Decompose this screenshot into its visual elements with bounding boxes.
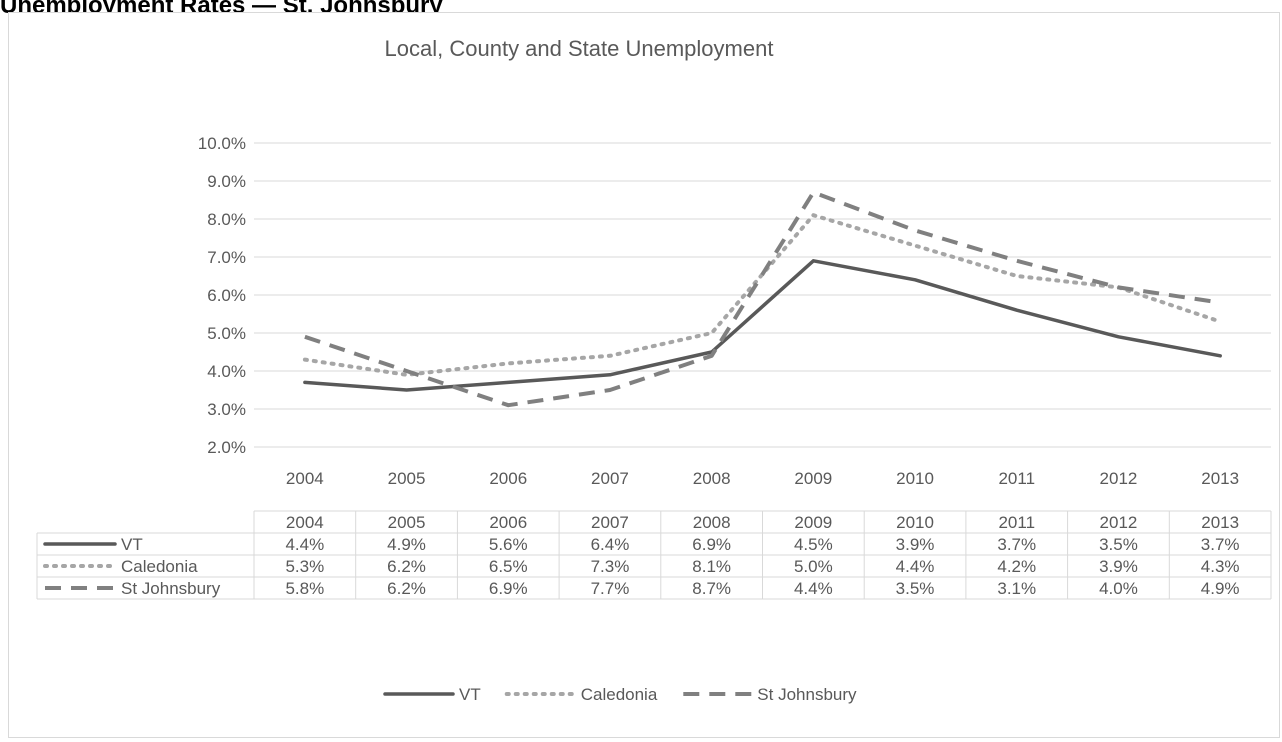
legend: VT Caledonia St Johnsbury — [383, 685, 857, 704]
x-tick-label: 2005 — [388, 469, 426, 488]
legend-label: St Johnsbury — [757, 685, 857, 704]
page-heading: Unemployment Rates — St. Johnsbury — [0, 0, 443, 14]
table-cell: 4.3% — [1201, 557, 1240, 576]
table-row-label: VT — [121, 535, 143, 554]
series-lines — [302, 190, 1223, 408]
data-table: 2004 2005 2006 2007 2008 2009 2010 2011 2012 2013… — [36, 510, 1272, 600]
table-header-cell: 2005 — [388, 513, 426, 532]
table-header-cell: 2004 — [286, 513, 324, 532]
table-cell: 6.4% — [591, 535, 630, 554]
table-row-label: Caledonia — [121, 557, 198, 576]
table-cell: 6.9% — [692, 535, 731, 554]
table-cell: 6.5% — [489, 557, 528, 576]
x-tick-label: 2012 — [1100, 469, 1138, 488]
table-cell: 4.0% — [1099, 579, 1138, 598]
table-cell: 4.4% — [794, 579, 833, 598]
gridlines — [254, 142, 1271, 448]
table-header-cell: 2008 — [693, 513, 731, 532]
y-tick-label: 5.0% — [207, 324, 246, 343]
table-header-cell: 2010 — [896, 513, 934, 532]
table-header-cell: 2012 — [1100, 513, 1138, 532]
y-tick-label: 10.0% — [198, 134, 246, 153]
x-tick-label: 2010 — [896, 469, 934, 488]
table-cell: 6.9% — [489, 579, 528, 598]
x-tick-label: 2011 — [998, 469, 1035, 488]
table-row-label: St Johnsbury — [121, 579, 221, 598]
table-cell: 3.5% — [1099, 535, 1138, 554]
x-tick-label: 2008 — [693, 469, 731, 488]
y-tick-label: 9.0% — [207, 172, 246, 191]
chart-canvas: Local, County and State Unemployment 2.0… — [36, 36, 1272, 704]
series-line — [304, 190, 1221, 408]
x-tick-label: 2004 — [286, 469, 324, 488]
table-cell: 7.3% — [591, 557, 630, 576]
table-cell: 4.4% — [285, 535, 324, 554]
y-tick-label: 3.0% — [207, 400, 246, 419]
table-cell: 5.0% — [794, 557, 833, 576]
y-axis-tick-labels: 2.0% 3.0% 4.0% 5.0% 6.0% 7.0% 8.0% 9.0% 10.0% — [198, 134, 246, 457]
table-header-cell: 2009 — [794, 513, 832, 532]
table-cell: 3.1% — [997, 579, 1036, 598]
table-cell: 3.9% — [896, 535, 935, 554]
x-tick-label: 2013 — [1201, 469, 1239, 488]
table-cell: 4.5% — [794, 535, 833, 554]
chart-title: Local, County and State Unemployment — [385, 36, 774, 61]
y-tick-label: 4.0% — [207, 362, 246, 381]
legend-label: Caledonia — [581, 685, 658, 704]
table-cell: 8.7% — [692, 579, 731, 598]
x-tick-label: 2006 — [489, 469, 527, 488]
table-cell: 3.9% — [1099, 557, 1138, 576]
table-header-cell: 2006 — [489, 513, 527, 532]
x-tick-label: 2009 — [794, 469, 832, 488]
table-header-cell: 2011 — [998, 513, 1035, 532]
table-header-cell: 2013 — [1201, 513, 1239, 532]
table-cell: 5.3% — [285, 557, 324, 576]
legend-label: VT — [459, 685, 481, 704]
table-cell: 5.6% — [489, 535, 528, 554]
table-cell: 3.5% — [896, 579, 935, 598]
x-axis-tick-labels: 2004 2005 2006 2007 2008 2009 2010 2011 2012 2013 — [286, 469, 1239, 488]
x-tick-label: 2007 — [591, 469, 629, 488]
table-cell: 3.7% — [1201, 535, 1240, 554]
chart-area: Local, County and State Unemployment 2.0… — [8, 12, 1280, 738]
y-tick-label: 6.0% — [207, 286, 246, 305]
table-header-cell: 2007 — [591, 513, 629, 532]
y-tick-label: 8.0% — [207, 210, 246, 229]
table-cell: 3.7% — [997, 535, 1036, 554]
table-cell: 6.2% — [387, 557, 426, 576]
table-cell: 4.9% — [1201, 579, 1240, 598]
y-tick-label: 2.0% — [207, 438, 246, 457]
y-tick-label: 7.0% — [207, 248, 246, 267]
table-cell: 4.4% — [896, 557, 935, 576]
table-cell: 8.1% — [692, 557, 731, 576]
table-cell: 7.7% — [591, 579, 630, 598]
table-cell: 5.8% — [285, 579, 324, 598]
table-cell: 4.2% — [997, 557, 1036, 576]
table-cell: 6.2% — [387, 579, 426, 598]
table-cell: 4.9% — [387, 535, 426, 554]
